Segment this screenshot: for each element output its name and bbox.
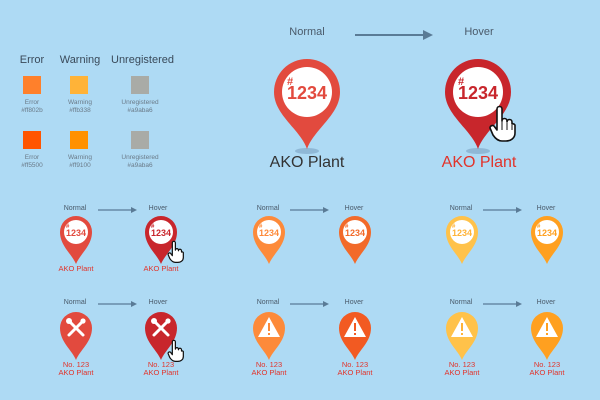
big-hover-hash: # — [458, 76, 464, 88]
big-arrow-icon — [355, 30, 433, 40]
r1-hand-cursor-icon — [167, 240, 184, 263]
r2-orange-normal-warning-pin-icon — [253, 312, 285, 360]
r2-yellow-normal-label: No. 123 AKO Plant — [444, 360, 480, 377]
r1-yellow-hover-pin-icon[interactable]: # 1234 — [529, 214, 565, 266]
swatch-label-unregistered-1: Unregistered #a9aba6 — [121, 99, 159, 114]
r2-yellow-hover-label: No. 123 AKO Plant — [529, 360, 565, 377]
r2-red-normal-label: No. 123 AKO Plant — [58, 360, 94, 377]
r2-red-normal-tools-pin-icon — [60, 312, 92, 360]
r2-orange-hover-warning-pin-icon[interactable] — [337, 310, 373, 362]
r2-g2-hover-label: Hover — [344, 299, 364, 306]
big-normal-label: Normal — [289, 26, 325, 38]
svg-text:1234: 1234 — [66, 228, 86, 238]
r1-yellow-normal-pin-icon: # 1234 — [446, 216, 478, 264]
r1-g1-normal-label: Normal — [63, 205, 87, 212]
svg-text:1234: 1234 — [259, 228, 279, 238]
swatch-label-warning-2: Warning #ff9100 — [68, 154, 92, 169]
swatch-error-1 — [23, 76, 41, 94]
swatch-warning-2 — [70, 131, 88, 149]
big-hand-cursor-icon — [489, 105, 516, 142]
svg-text:1234: 1234 — [537, 228, 557, 238]
r2-g1-arrow-icon — [98, 301, 137, 307]
r2-g3-normal-label: Normal — [449, 299, 473, 306]
r1-g2-arrow-icon — [290, 207, 329, 213]
big-hover-number: 1234 — [458, 83, 498, 103]
svg-text:1234: 1234 — [151, 228, 171, 238]
r1-red-hover-pin-icon[interactable]: # 1234 — [143, 214, 179, 266]
r2-g3-hover-label: Hover — [536, 299, 556, 306]
r2-orange-normal-label: No. 123 AKO Plant — [251, 360, 287, 377]
svg-text:#: # — [345, 224, 349, 230]
big-normal-number: 1234 — [287, 83, 327, 103]
r2-g1-hover-label: Hover — [148, 299, 168, 306]
r1-g1-arrow-icon — [98, 207, 137, 213]
r2-hand-cursor-icon — [167, 339, 184, 362]
big-hover-pin-icon[interactable]: # 1234 — [441, 55, 515, 155]
big-normal-pin-icon: # 1234 — [274, 59, 340, 154]
r2-red-hover-tools-pin-icon[interactable] — [143, 310, 179, 362]
svg-text:1234: 1234 — [345, 228, 365, 238]
svg-text:#: # — [259, 224, 263, 230]
r2-orange-hover-label: No. 123 AKO Plant — [337, 360, 373, 377]
svg-text:1234: 1234 — [452, 228, 472, 238]
legend-header-unregistered: Unregistered — [111, 54, 174, 66]
big-normal-hash: # — [287, 76, 293, 88]
swatch-label-warning-1: Warning #ffb338 — [68, 99, 92, 114]
big-hover-label: Hover — [464, 26, 494, 38]
svg-text:#: # — [151, 224, 155, 230]
r2-yellow-hover-warning-pin-icon[interactable] — [529, 310, 565, 362]
r2-red-hover-label: No. 123 AKO Plant — [143, 360, 179, 377]
svg-text:#: # — [452, 224, 456, 230]
r1-g2-normal-label: Normal — [256, 205, 280, 212]
r1-g3-normal-label: Normal — [449, 205, 473, 212]
r1-red-normal-pin-icon: # 1234 — [60, 216, 92, 264]
swatch-unregistered-2 — [131, 131, 149, 149]
r1-red-normal-label: AKO Plant — [58, 264, 94, 273]
r1-red-hover-label: AKO Plant — [143, 264, 179, 273]
r1-orange-hover-pin-icon[interactable]: # 1234 — [337, 214, 373, 266]
r1-orange-normal-pin-icon: # 1234 — [253, 216, 285, 264]
swatch-warning-1 — [70, 76, 88, 94]
r2-g2-normal-label: Normal — [256, 299, 280, 306]
swatch-unregistered-1 — [131, 76, 149, 94]
swatch-label-error-1: Error #ff802b — [21, 99, 43, 114]
swatch-error-2 — [23, 131, 41, 149]
r2-g1-normal-label: Normal — [63, 299, 87, 306]
svg-text:#: # — [537, 224, 541, 230]
legend-header-warning: Warning — [59, 54, 101, 66]
big-hover-plant-label: AKO Plant — [441, 154, 517, 171]
r1-g1-hover-label: Hover — [148, 205, 168, 212]
swatch-label-unregistered-2: Unregistered #a9aba6 — [121, 154, 159, 169]
legend-header-error: Error — [19, 54, 45, 66]
r2-g3-arrow-icon — [483, 301, 522, 307]
r1-g2-hover-label: Hover — [344, 205, 364, 212]
r2-yellow-normal-warning-pin-icon — [446, 312, 478, 360]
svg-text:#: # — [66, 224, 70, 230]
r2-g2-arrow-icon — [290, 301, 329, 307]
big-normal-plant-label: AKO Plant — [269, 154, 345, 171]
r1-g3-arrow-icon — [483, 207, 522, 213]
swatch-label-error-2: Error #ff5500 — [21, 154, 43, 169]
r1-g3-hover-label: Hover — [536, 205, 556, 212]
